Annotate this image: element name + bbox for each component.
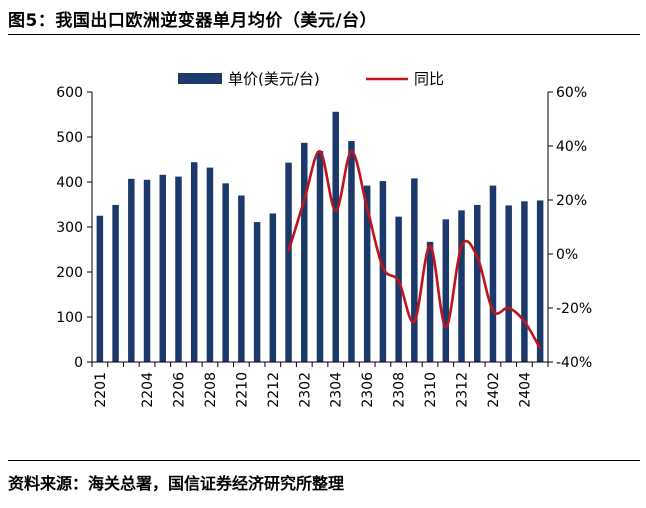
left-tick-label: 500 (56, 130, 83, 146)
left-tick-label: 0 (74, 355, 83, 371)
bar-2310 (426, 241, 434, 362)
right-tick-label: 60% (556, 85, 587, 101)
bar-2301 (285, 162, 292, 362)
x-tick-label: 2212 (266, 372, 282, 408)
bar-2303 (316, 150, 324, 362)
x-tick-label: 2312 (455, 372, 471, 408)
bar-2404 (521, 201, 528, 362)
source-note: 资料来源：海关总署，国信证券经济研究所整理 (8, 474, 345, 493)
x-tick-label: 2308 (392, 372, 408, 408)
x-tick-label: 2404 (517, 372, 533, 408)
x-tick-label: 2304 (329, 372, 345, 408)
bar-2305 (348, 141, 355, 362)
x-tick-label: 2201 (93, 372, 109, 408)
bar-2202 (112, 204, 119, 362)
x-tick-label: 2302 (297, 372, 313, 408)
left-tick-label: 600 (56, 85, 83, 101)
x-tick-label: 2310 (423, 372, 439, 408)
bar-2205 (159, 174, 167, 362)
x-tick-label: 2204 (140, 372, 156, 408)
bar-2207 (190, 162, 198, 362)
left-tick-label: 300 (56, 220, 83, 236)
bar-2309 (411, 178, 418, 362)
x-tick-label: 2306 (360, 372, 376, 408)
legend-bar-label: 单价(美元/台) (228, 70, 320, 88)
bar-2307 (379, 181, 387, 362)
right-tick-label: 20% (556, 193, 587, 209)
bar-2308 (395, 216, 402, 362)
bar-2211 (253, 222, 261, 362)
bar-2209 (222, 183, 229, 362)
bar-2402 (489, 185, 497, 362)
bar-2203 (128, 178, 135, 362)
x-tick-label: 2206 (171, 372, 187, 408)
x-tick-label: 2210 (234, 372, 250, 408)
bar-2312 (458, 210, 465, 362)
x-tick-label: 2208 (203, 372, 219, 408)
bar-2401 (473, 204, 481, 362)
bottom-rule (8, 460, 640, 461)
bar-2403 (505, 205, 512, 362)
right-tick-label: -40% (556, 355, 592, 371)
bar-2302 (301, 142, 308, 362)
bar-2311 (442, 219, 450, 362)
left-tick-label: 100 (56, 310, 83, 326)
right-tick-label: 40% (556, 139, 587, 155)
bar-2304 (332, 111, 339, 362)
top-rule (8, 34, 640, 35)
bar-2306 (363, 185, 371, 362)
x-tick-label: 2402 (486, 372, 502, 408)
legend-line-label: 同比 (414, 70, 444, 88)
bar-2208 (206, 167, 214, 362)
left-tick-label: 400 (56, 175, 83, 191)
right-tick-label: -20% (556, 301, 592, 317)
legend-bar-swatch (178, 73, 222, 84)
bar-2405 (536, 200, 544, 362)
yoy-line (287, 150, 542, 350)
bar-2206 (175, 176, 182, 362)
bar-2212 (269, 213, 277, 362)
right-tick-label: 0% (556, 247, 578, 263)
bar-2210 (238, 195, 245, 362)
bar-2201 (96, 215, 104, 362)
left-tick-label: 200 (56, 265, 83, 281)
figure-title: 图5：我国出口欧洲逆变器单月均价（美元/台） (8, 11, 378, 31)
bar-2204 (143, 179, 151, 362)
